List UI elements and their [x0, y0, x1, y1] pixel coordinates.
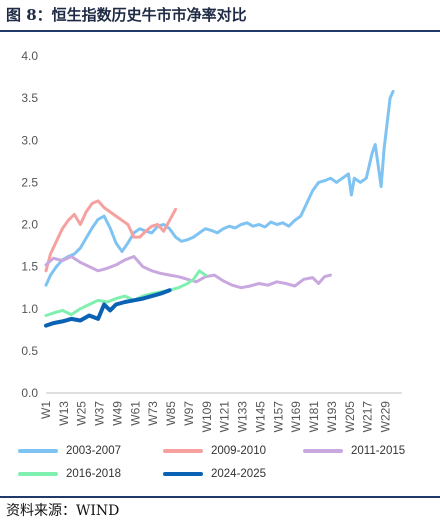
- y-axis: 0.0 0.5 1.0 1.5 2.0 2.5 3.0 3.5 4.0: [21, 49, 38, 400]
- x-tick-label: W169: [289, 401, 303, 433]
- x-tick-label: W13: [57, 401, 71, 426]
- x-tick-label: W1: [39, 401, 53, 419]
- chart-title: 图 8：恒生指数历史牛市市净率对比: [6, 6, 247, 24]
- y-tick-label: 1.5: [21, 260, 38, 274]
- x-tick-label: W181: [307, 401, 321, 433]
- y-tick-label: 1.0: [21, 302, 38, 316]
- x-tick-label: W37: [93, 401, 107, 426]
- legend-label: 2016-2018: [66, 468, 121, 480]
- x-tick-label: W61: [128, 401, 142, 426]
- legend-swatch: [163, 472, 203, 476]
- x-tick-label: W229: [379, 401, 393, 433]
- x-tick-label: W109: [200, 401, 214, 433]
- legend-label: 2003-2007: [66, 445, 121, 457]
- y-tick-label: 2.5: [21, 175, 38, 189]
- legend-item: 2003-2007: [18, 445, 121, 457]
- x-tick-label: W73: [146, 401, 160, 426]
- series-line-2024-2025: [44, 288, 172, 328]
- legend-label: 2011-2015: [351, 445, 406, 457]
- legend-swatch: [303, 449, 343, 453]
- x-tick-label: W145: [253, 401, 267, 433]
- series-lines: [44, 89, 395, 328]
- series-line-2009-2010: [44, 199, 178, 273]
- legend: 2003-2007 2009-2010 2011-2015 2016-2018 2024…: [0, 440, 440, 492]
- legend-swatch: [163, 449, 203, 453]
- x-tick-label: W85: [164, 401, 178, 426]
- x-tick-label: W133: [236, 401, 250, 433]
- y-tick-label: 3.5: [21, 91, 38, 105]
- x-tick-label: W217: [361, 401, 375, 433]
- x-axis: W1 W13 W25 W37 W49 W61 W73 W85 W97 W109 W121 W133 W1…: [39, 401, 393, 433]
- y-tick-label: 0.5: [21, 344, 38, 358]
- legend-item: 2011-2015: [303, 445, 405, 457]
- legend-item: 2024-2025: [163, 468, 266, 480]
- series-line-2016-2018: [44, 269, 207, 317]
- legend-label: 2009-2010: [211, 445, 266, 457]
- source-divider: [0, 496, 440, 498]
- x-tick-label: W193: [325, 401, 339, 433]
- x-tick-label: W49: [110, 401, 124, 426]
- x-tick-label: W25: [75, 401, 89, 426]
- x-tick-label: W97: [182, 401, 196, 426]
- x-tick-label: W121: [218, 401, 232, 433]
- title-divider: [0, 30, 440, 32]
- series-line-2003-2007: [44, 89, 395, 287]
- y-tick-label: 3.0: [21, 133, 38, 147]
- legend-item: 2016-2018: [18, 468, 121, 480]
- y-tick-label: 4.0: [21, 49, 38, 63]
- y-tick-label: 0.0: [21, 386, 38, 400]
- legend-item: 2009-2010: [163, 445, 266, 457]
- legend-swatch: [18, 472, 58, 476]
- x-tick-label: W205: [343, 401, 357, 433]
- x-tick-label: W157: [271, 401, 285, 433]
- legend-label: 2024-2025: [211, 468, 266, 480]
- legend-swatch: [18, 449, 58, 453]
- chart-canvas: 0.00.51.01.52.02.53.03.54.0 W1 W13 W25 W37 W…: [21, 49, 402, 433]
- source-note: 资料来源：WIND: [6, 503, 120, 519]
- y-tick-label: 2.0: [21, 218, 38, 232]
